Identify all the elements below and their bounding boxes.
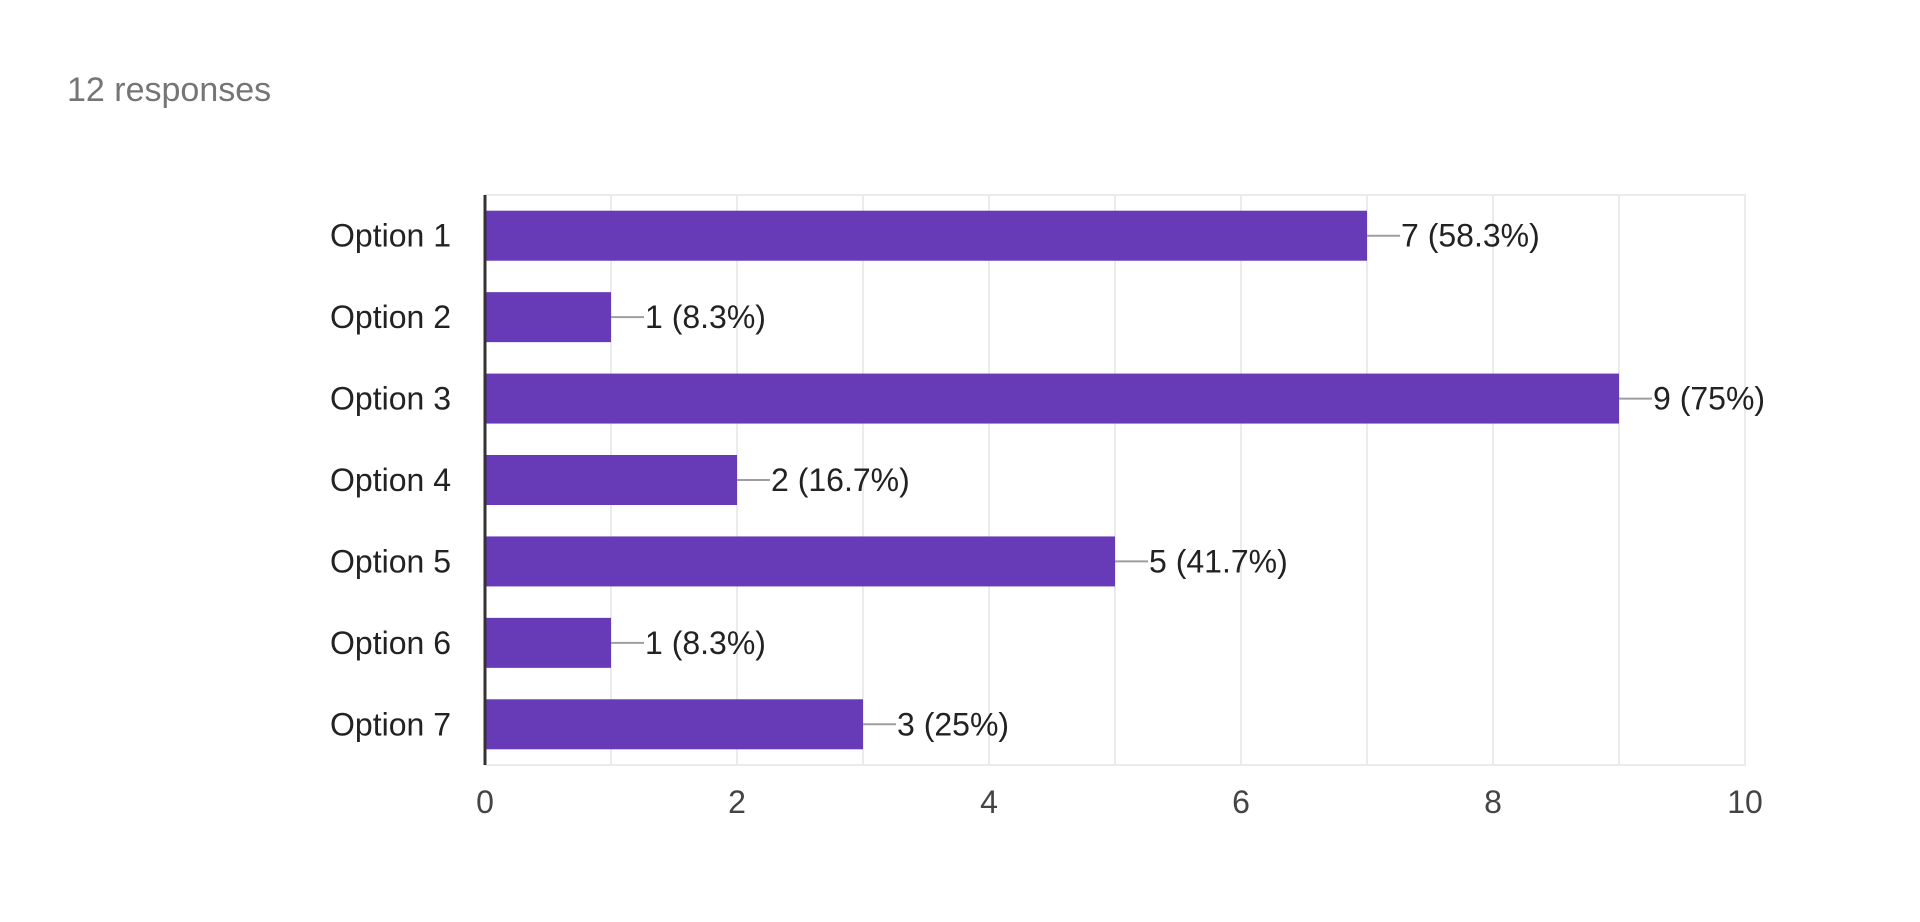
x-tick-label: 8 xyxy=(1484,784,1502,820)
x-tick-label: 10 xyxy=(1727,784,1763,820)
data-label: 1 (8.3%) xyxy=(645,299,766,335)
responses-count: 12 responses xyxy=(67,71,272,109)
bar xyxy=(485,373,1619,424)
category-label: Option 4 xyxy=(330,462,451,498)
category-label: Option 1 xyxy=(330,218,451,254)
bar xyxy=(485,617,611,668)
data-label: 9 (75%) xyxy=(1653,381,1765,417)
data-label: 5 (41.7%) xyxy=(1149,543,1288,579)
category-label: Option 5 xyxy=(330,543,451,579)
x-tick-label: 2 xyxy=(728,784,746,820)
data-label: 7 (58.3%) xyxy=(1401,218,1540,254)
bar xyxy=(485,292,611,343)
x-tick-label: 4 xyxy=(980,784,998,820)
bar xyxy=(485,210,1367,261)
category-label: Option 2 xyxy=(330,299,451,335)
category-label: Option 7 xyxy=(330,706,451,742)
x-tick-label: 0 xyxy=(476,784,494,820)
x-tick-label: 6 xyxy=(1232,784,1250,820)
data-label: 3 (25%) xyxy=(897,706,1009,742)
category-label: Option 6 xyxy=(330,625,451,661)
data-label: 1 (8.3%) xyxy=(645,625,766,661)
bar xyxy=(485,455,737,505)
bar xyxy=(485,699,863,750)
bar xyxy=(485,536,1115,587)
category-label: Option 3 xyxy=(330,381,451,417)
data-label: 2 (16.7%) xyxy=(771,462,910,498)
